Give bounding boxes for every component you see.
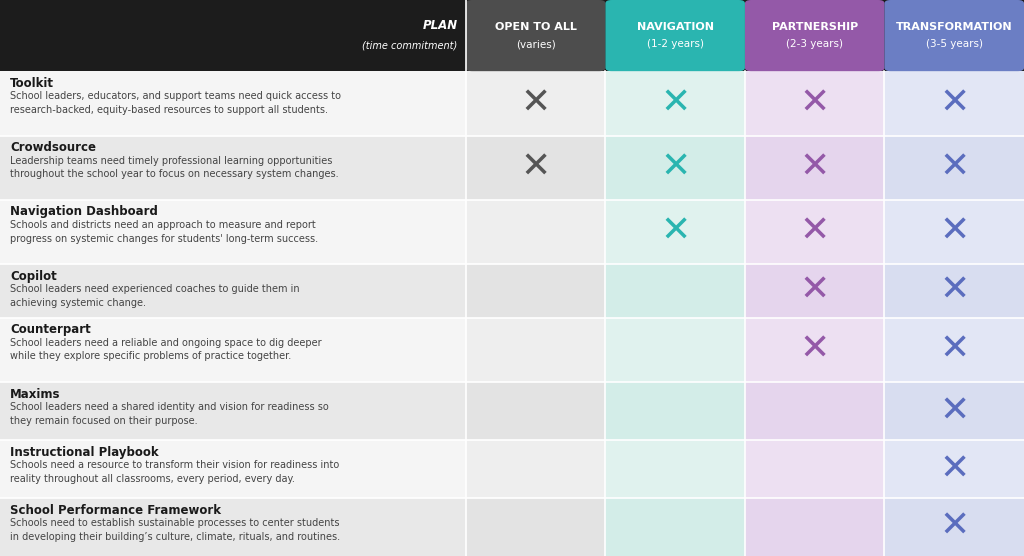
Bar xyxy=(605,136,745,200)
Text: School Performance Framework: School Performance Framework xyxy=(10,504,221,517)
Bar xyxy=(745,318,885,382)
Bar xyxy=(466,440,605,498)
Text: ✕: ✕ xyxy=(939,394,970,428)
Bar xyxy=(745,71,885,136)
Bar xyxy=(466,200,605,264)
Text: ✕: ✕ xyxy=(939,333,970,367)
Text: ✕: ✕ xyxy=(520,151,551,185)
Text: ✕: ✕ xyxy=(939,452,970,486)
Bar xyxy=(885,136,1024,200)
Text: ✕: ✕ xyxy=(660,215,690,249)
Text: ✕: ✕ xyxy=(939,274,970,308)
Text: ✕: ✕ xyxy=(660,86,690,120)
Bar xyxy=(885,71,1024,136)
Bar xyxy=(0,136,466,200)
Text: (varies): (varies) xyxy=(516,39,556,49)
Bar xyxy=(466,318,605,382)
Bar xyxy=(466,264,605,318)
Bar xyxy=(605,498,745,556)
Text: Crowdsource: Crowdsource xyxy=(10,141,96,154)
Bar xyxy=(605,264,745,318)
Text: OPEN TO ALL: OPEN TO ALL xyxy=(495,22,577,32)
Bar xyxy=(885,264,1024,318)
Text: Schools need a resource to transform their vision for readiness into
reality thr: Schools need a resource to transform the… xyxy=(10,460,340,484)
Text: ✕: ✕ xyxy=(660,151,690,185)
Text: ✕: ✕ xyxy=(939,510,970,544)
Text: (1-2 years): (1-2 years) xyxy=(647,39,703,49)
Text: School leaders, educators, and support teams need quick access to
research-backe: School leaders, educators, and support t… xyxy=(10,91,341,115)
Text: School leaders need experienced coaches to guide them in
achieving systemic chan: School leaders need experienced coaches … xyxy=(10,284,300,308)
Text: ✕: ✕ xyxy=(800,274,829,308)
Bar xyxy=(0,264,466,318)
Text: ✕: ✕ xyxy=(800,86,829,120)
Text: ✕: ✕ xyxy=(939,86,970,120)
Text: Maxims: Maxims xyxy=(10,388,60,401)
FancyBboxPatch shape xyxy=(745,0,885,71)
Bar xyxy=(885,440,1024,498)
FancyBboxPatch shape xyxy=(885,0,1024,71)
Bar xyxy=(0,382,466,440)
Bar xyxy=(466,382,605,440)
Bar xyxy=(605,318,745,382)
Bar xyxy=(885,318,1024,382)
FancyBboxPatch shape xyxy=(605,0,745,71)
Text: (2-3 years): (2-3 years) xyxy=(786,39,843,49)
Text: School leaders need a reliable and ongoing space to dig deeper
while they explor: School leaders need a reliable and ongoi… xyxy=(10,338,322,361)
Text: Navigation Dashboard: Navigation Dashboard xyxy=(10,206,158,219)
Text: PLAN: PLAN xyxy=(423,19,458,32)
Text: ✕: ✕ xyxy=(939,215,970,249)
Bar xyxy=(605,382,745,440)
Text: (time commitment): (time commitment) xyxy=(362,41,458,51)
Text: ✕: ✕ xyxy=(800,151,829,185)
Bar xyxy=(745,498,885,556)
Text: Schools need to establish sustainable processes to center students
in developing: Schools need to establish sustainable pr… xyxy=(10,518,340,542)
Bar xyxy=(466,71,605,136)
Text: ✕: ✕ xyxy=(800,333,829,367)
Text: School leaders need a shared identity and vision for readiness so
they remain fo: School leaders need a shared identity an… xyxy=(10,402,329,426)
Bar xyxy=(885,382,1024,440)
Text: Counterpart: Counterpart xyxy=(10,324,91,336)
Bar xyxy=(745,440,885,498)
Bar xyxy=(0,498,466,556)
Text: Leadership teams need timely professional learning opportunities
throughout the : Leadership teams need timely professiona… xyxy=(10,156,339,179)
Bar xyxy=(0,200,466,264)
Text: Copilot: Copilot xyxy=(10,270,57,283)
Text: (3-5 years): (3-5 years) xyxy=(926,39,983,49)
Bar xyxy=(885,200,1024,264)
Text: NAVIGATION: NAVIGATION xyxy=(637,22,714,32)
Text: ✕: ✕ xyxy=(520,86,551,120)
Bar xyxy=(0,71,466,136)
Text: Toolkit: Toolkit xyxy=(10,77,54,90)
Text: PARTNERSHIP: PARTNERSHIP xyxy=(772,22,858,32)
Bar xyxy=(745,200,885,264)
Text: Instructional Playbook: Instructional Playbook xyxy=(10,446,159,459)
Bar xyxy=(0,0,1024,71)
FancyBboxPatch shape xyxy=(466,0,605,71)
Text: TRANSFORMATION: TRANSFORMATION xyxy=(896,22,1013,32)
Bar xyxy=(0,318,466,382)
Text: Schools and districts need an approach to measure and report
progress on systemi: Schools and districts need an approach t… xyxy=(10,220,318,244)
Bar xyxy=(605,440,745,498)
Bar xyxy=(745,136,885,200)
Bar xyxy=(745,264,885,318)
Bar xyxy=(466,498,605,556)
Bar xyxy=(605,71,745,136)
Text: ✕: ✕ xyxy=(800,215,829,249)
Bar xyxy=(745,382,885,440)
Bar xyxy=(885,498,1024,556)
Bar xyxy=(0,440,466,498)
Text: ✕: ✕ xyxy=(939,151,970,185)
Bar xyxy=(466,136,605,200)
Bar xyxy=(605,200,745,264)
